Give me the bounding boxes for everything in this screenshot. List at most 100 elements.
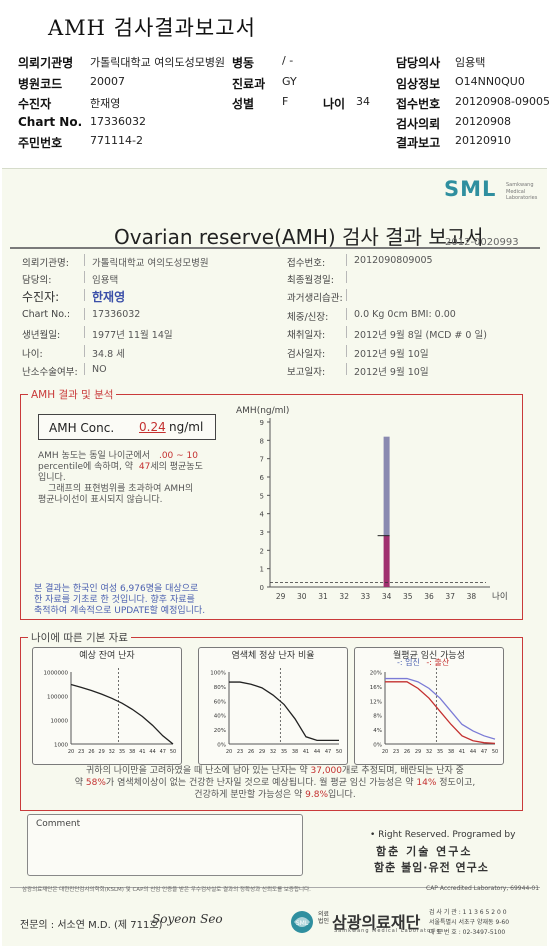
x-tick-label: 35	[281, 749, 287, 755]
x-tick-label: 23	[237, 749, 243, 755]
x-tick-label: 26	[404, 749, 410, 755]
field-label: 담당의:	[22, 275, 52, 286]
y-tick-label: 10000	[51, 719, 69, 725]
signature: Soyeon Seo	[152, 912, 223, 926]
corp-address: 검 사 기 관 : 1 1 3 6 5 2 0 0 서울특별시 서초구 양재동 …	[429, 909, 510, 936]
x-tick-label: 47	[160, 749, 166, 755]
x-tick-label: 41	[303, 749, 309, 755]
divider	[346, 345, 347, 357]
field-label: 난소수술여부:	[22, 367, 78, 378]
y-tick-label: 20%	[214, 728, 226, 734]
y-tick-label: 3	[260, 529, 264, 537]
amh-conc-value: 0.24	[139, 420, 166, 434]
x-tick-label: 47	[325, 749, 331, 755]
y-tick-label: 100000	[47, 695, 68, 701]
series-line	[70, 683, 174, 745]
field-value: 가톨릭대학교 여의도성모병원	[92, 258, 209, 269]
signer: 전문의 : 서소연 M.D. (제 711호)	[20, 920, 163, 931]
field-label: 접수번호:	[287, 258, 326, 269]
x-tick-label: 37	[445, 592, 455, 601]
x-tick-label: 32	[270, 749, 276, 755]
field-label: Chart No.:	[22, 309, 71, 320]
certification-note: 삼광의료재단은 대한진단검사의학회(KSLM) 및 CAP의 신임 인증을 받은…	[22, 887, 311, 893]
divider	[84, 363, 85, 375]
x-tick-label: 29	[259, 749, 265, 755]
amh-text: AMH 농도는 동일 나이군에서 .00 ~ 10 percentile에 속하…	[38, 451, 203, 505]
field-label: 보고일자:	[287, 367, 326, 378]
field-label: 수진자:	[22, 290, 60, 304]
age-section	[20, 637, 523, 811]
header-row: Chart No. 17336032 검사의뢰 20120908	[0, 115, 549, 133]
y-tick-label: 1000000	[44, 671, 69, 677]
field-label: 최종월경일:	[287, 275, 334, 286]
header-value: 17336032	[90, 115, 146, 128]
svg-text:SML: SML	[296, 920, 309, 927]
header-row: 병원코드 20007 진료과 GY 임상정보 O14NN0QU0	[0, 75, 549, 93]
chart-title: 예상 잔여 난자	[79, 651, 135, 661]
x-tick-label: 50	[170, 749, 176, 755]
divider	[84, 271, 85, 283]
header-label: 의뢰기관명	[18, 56, 74, 70]
field-label: 체중/신장:	[287, 312, 329, 323]
legend-pregnancy: 임신	[405, 658, 420, 667]
rights-note: • Right Reserved. Programed by	[370, 830, 516, 840]
header-label: 접수번호	[396, 97, 441, 111]
amh-conc-box: AMH Conc. 0.24 ng/ml	[38, 414, 216, 440]
divider	[84, 308, 85, 320]
corp-type: 의료 법인	[318, 911, 330, 925]
x-tick-label: 35	[437, 749, 443, 755]
x-tick-label: 44	[149, 749, 155, 755]
x-tick-label: 32	[339, 592, 349, 601]
header-value: / -	[282, 54, 294, 67]
y-tick-label: 9	[260, 419, 264, 427]
chart-normal-egg-ratio: 100% 80% 60% 40% 20% 0% 20 23 26 29 32 35 38 41 44 47 50	[198, 647, 348, 765]
header-label: 성별	[232, 97, 255, 111]
x-tick-label: 23	[78, 749, 84, 755]
header-value: 한재영	[90, 97, 121, 110]
field-value: 34.8 세	[92, 349, 125, 360]
x-tick-label: 38	[448, 749, 454, 755]
y-tick-label: 100%	[210, 671, 226, 677]
x-tick-label: 26	[248, 749, 254, 755]
chart-pregnancy-rate: 20% 16% 12% 8% 4% 0% 20 23 26 29 32 35 38 41 44 47 50	[354, 647, 504, 765]
header-label: Chart No.	[18, 115, 83, 129]
series-line	[385, 677, 496, 740]
page-title: AMH 검사결과보고서	[48, 16, 256, 40]
header-row: 주민번호 771114-2 결과보고 20120910	[0, 134, 549, 152]
header-label: 검사의뢰	[396, 117, 441, 131]
x-tick-label: 47	[481, 749, 487, 755]
age-section-title: 나이에 따른 기본 자료	[28, 630, 131, 645]
x-tick-label: 30	[297, 592, 307, 601]
y-tick-label: 1	[260, 566, 264, 574]
y-tick-label: 4%	[373, 728, 382, 734]
divider	[10, 247, 540, 249]
comment-label: Comment	[36, 819, 81, 829]
corp-name: 삼광의료재단	[332, 913, 421, 932]
y-tick-label: 1000	[54, 743, 68, 749]
sml-logo: SML Samkwang Medical Laboratories	[444, 177, 544, 203]
amh-conc-label: AMH Conc.	[49, 421, 115, 435]
x-tick-label: 20	[226, 749, 232, 755]
x-tick-label: 29	[415, 749, 421, 755]
y-axis-label: AMH(ng/ml)	[236, 406, 289, 416]
header-value: 771114-2	[90, 134, 143, 147]
field-value: 2012090809005	[354, 255, 433, 266]
header-value: F	[282, 95, 289, 108]
report-title: Ovarian reserve(AMH) 검사 결과 보고서	[114, 225, 484, 249]
institute-name: 함춘 불임·유전 연구소	[374, 861, 489, 874]
y-tick-label: 8	[260, 437, 264, 445]
amh-section-title: AMH 결과 및 분석	[28, 387, 117, 402]
range-bar	[383, 436, 390, 536]
divider	[346, 254, 347, 266]
x-tick-label: 29	[98, 749, 104, 755]
chart3-legend: -: 임신 -: 출산	[397, 658, 450, 667]
series-line	[385, 681, 496, 744]
divider	[84, 254, 85, 266]
report-sheet: SML Samkwang Medical Laboratories Ovaria…	[2, 168, 547, 946]
sml-logo-text: SML	[444, 177, 497, 201]
y-tick-label: 5	[260, 492, 264, 500]
y-tick-label: 0	[260, 584, 264, 592]
header-row: 수진자 한재영 성별 F 나이 34 접수번호 20120908-09005	[0, 95, 549, 113]
header-value: 34	[356, 95, 370, 108]
field-value: 1977년 11월 14일	[92, 330, 173, 341]
